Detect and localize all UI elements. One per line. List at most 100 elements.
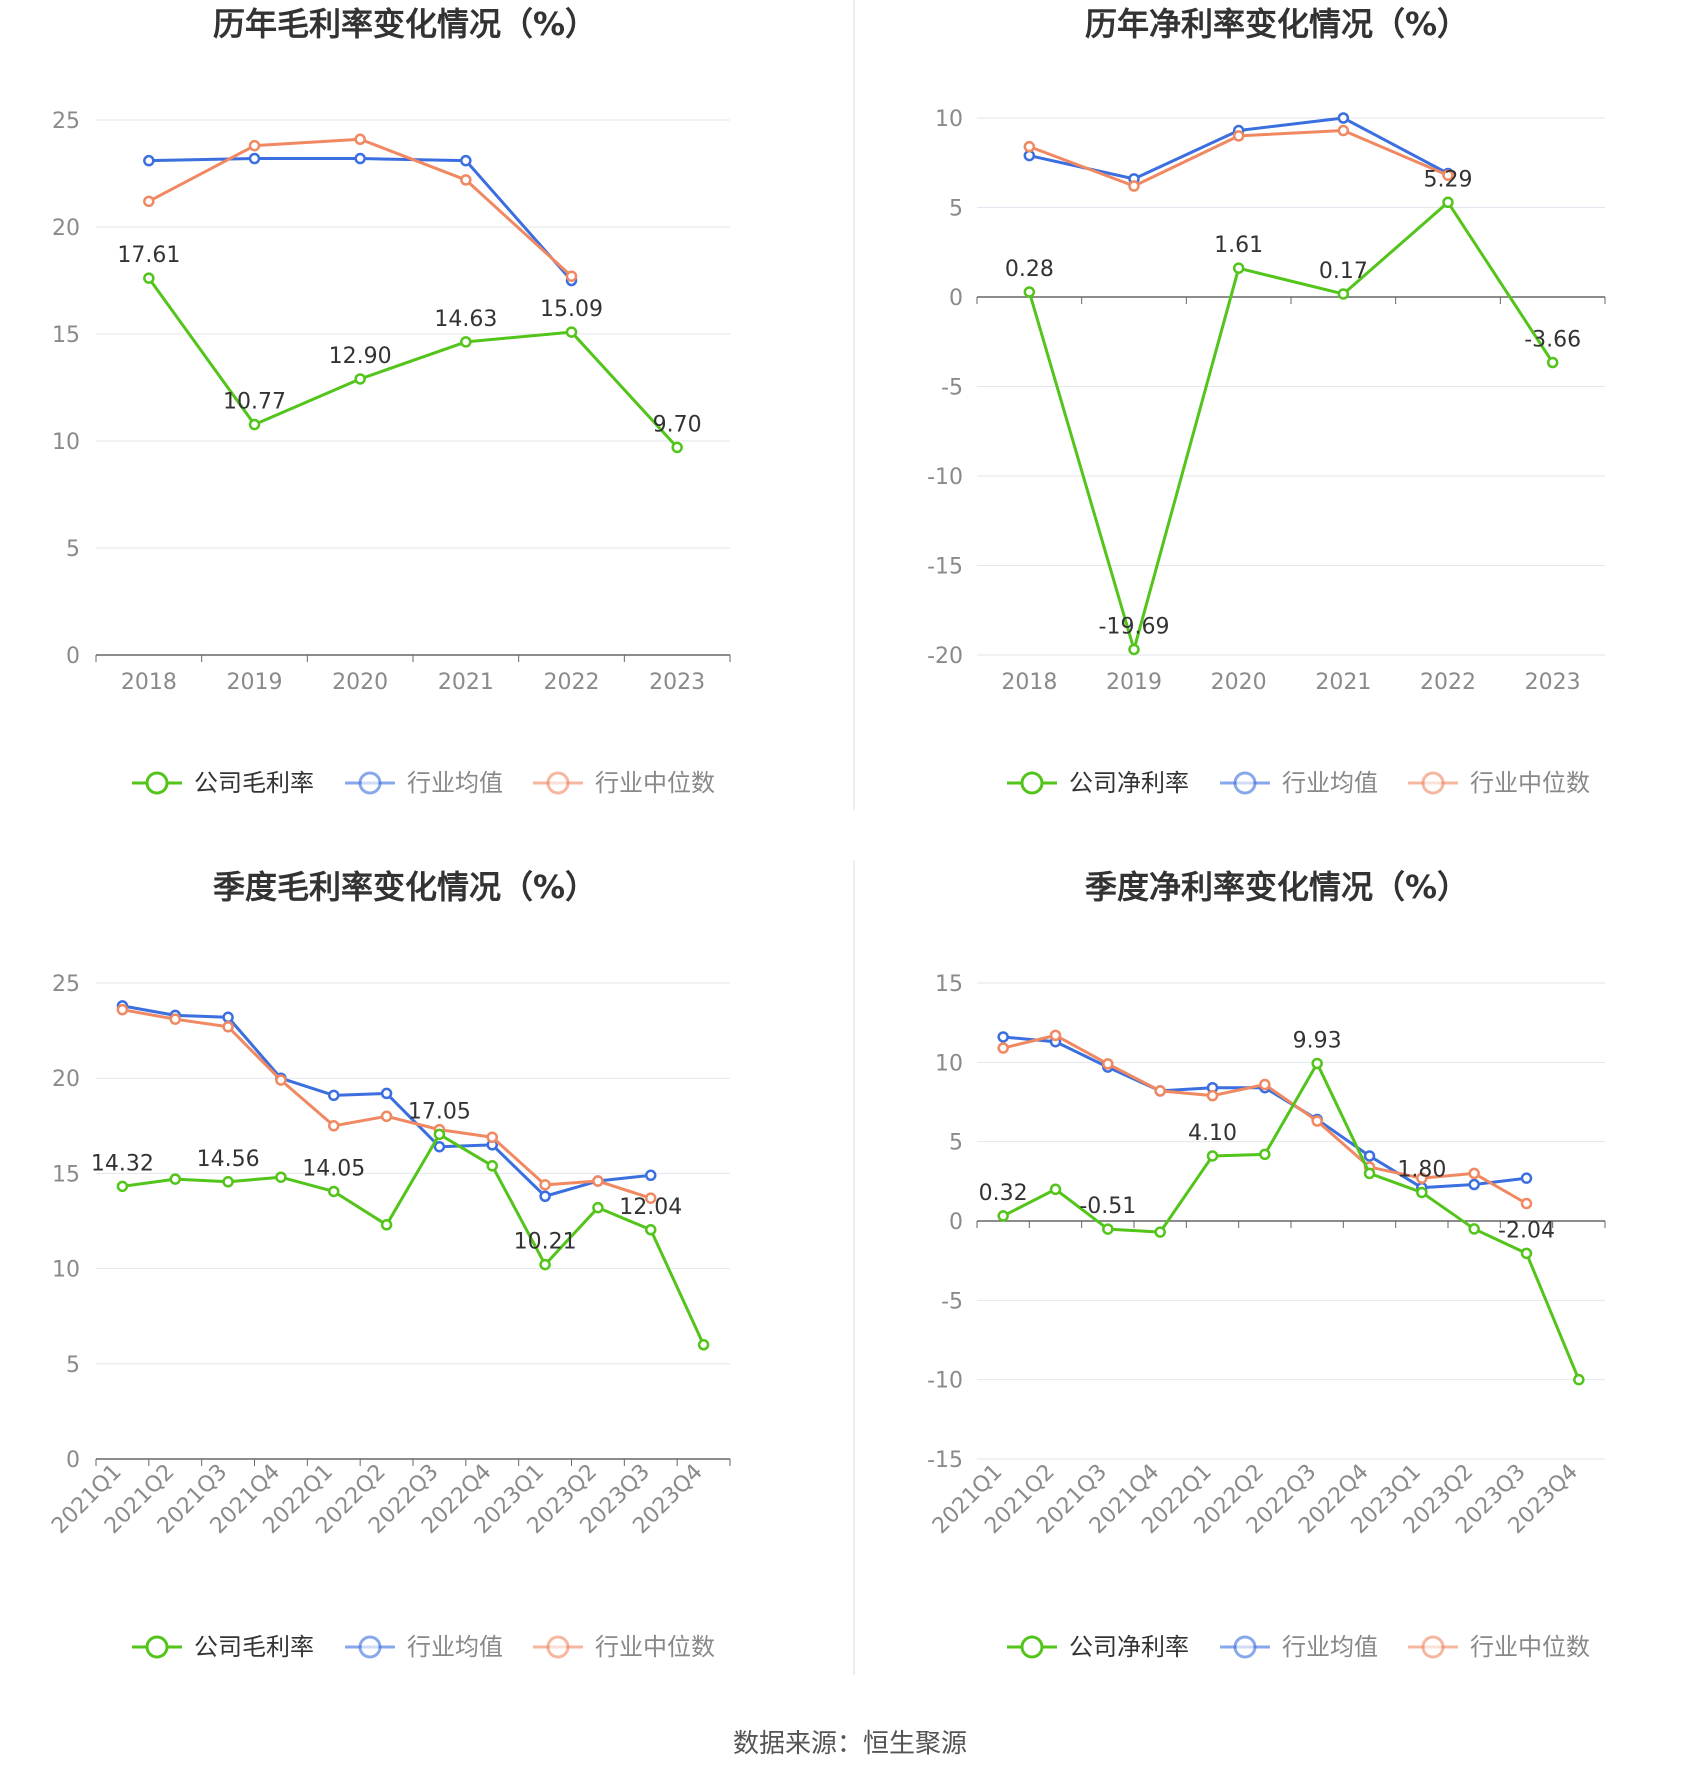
data-label: 9.93: [1293, 1028, 1342, 1053]
data-point: [328, 1120, 340, 1132]
legend-item-1: 公司净利率: [1007, 769, 1189, 797]
legend-item-1: 公司毛利率: [132, 1633, 314, 1661]
legend-label: 行业均值: [1282, 769, 1378, 797]
legend-label: 公司毛利率: [194, 769, 314, 797]
data-label: 14.56: [197, 1147, 260, 1172]
x-tick-label: 2021: [1315, 670, 1371, 695]
data-point: [380, 1087, 393, 1100]
data-point: [275, 1171, 287, 1183]
data-point: [116, 1180, 129, 1193]
legend-marker: [546, 771, 570, 795]
data-point: [1023, 149, 1036, 162]
y-tick-label: 15: [935, 972, 963, 997]
data-point: [248, 418, 261, 431]
data-point: [169, 1013, 181, 1025]
data-source: 数据来源：恒生聚源: [733, 1729, 967, 1759]
y-tick-label: -5: [941, 376, 963, 401]
legend-marker: [358, 771, 382, 795]
legend-item-2: 行业均值: [345, 769, 503, 797]
x-tick-label: 2022: [1420, 670, 1476, 695]
data-point: [1468, 1167, 1480, 1180]
x-tick-label: 2018: [121, 670, 177, 695]
data-label: 1.61: [1214, 233, 1263, 258]
data-point: [1232, 130, 1245, 142]
data-point: [1023, 286, 1036, 298]
data-point: [486, 1160, 498, 1172]
data-point: [354, 152, 366, 165]
data-point: [460, 336, 472, 348]
data-point: [997, 1210, 1009, 1222]
data-point: [565, 326, 578, 338]
y-tick-label: -10: [927, 465, 963, 490]
data-point: [1520, 1247, 1533, 1260]
data-label: 10.21: [514, 1230, 577, 1255]
data-point: [1102, 1223, 1114, 1235]
legend-label: 行业中位数: [595, 769, 715, 797]
data-point: [1337, 288, 1350, 300]
legend-label: 行业中位数: [1470, 1633, 1590, 1661]
data-label: 12.04: [619, 1195, 682, 1220]
series-line-1: [1002, 1061, 1581, 1381]
data-label: -0.51: [1079, 1194, 1136, 1219]
data-label: 17.61: [117, 243, 180, 268]
legend-label: 公司净利率: [1069, 769, 1189, 797]
chart-title: 历年毛利率变化情况（%）: [213, 5, 597, 43]
data-point: [460, 154, 472, 167]
y-tick-label: 5: [949, 197, 963, 222]
legend-marker: [1233, 1635, 1257, 1659]
data-label: 14.63: [434, 307, 497, 332]
data-point: [1442, 169, 1454, 182]
y-tick-label: 10: [52, 430, 80, 455]
data-point: [433, 1140, 446, 1153]
data-point: [997, 1031, 1009, 1043]
data-point: [1363, 1167, 1376, 1180]
x-tick-label: 2023: [649, 670, 705, 695]
data-label: 0.28: [1005, 257, 1054, 282]
chart-title: 季度毛利率变化情况（%）: [213, 868, 597, 906]
data-point: [354, 133, 366, 146]
data-label: -19.69: [1099, 614, 1170, 639]
legend-item-3: 行业中位数: [1408, 1633, 1590, 1661]
data-label: 0.32: [979, 1181, 1028, 1206]
y-tick-label: -15: [927, 555, 963, 580]
series-line-1: [1027, 200, 1554, 651]
x-tick-label: 2020: [1211, 670, 1267, 695]
data-point: [1311, 1057, 1323, 1070]
data-point: [1259, 1148, 1271, 1161]
legend-marker: [145, 771, 169, 795]
data-point: [275, 1074, 287, 1086]
chart-panel-4: 季度净利率变化情况（%）-15-10-50510152021Q12021Q220…: [927, 868, 1606, 1661]
data-point: [997, 1042, 1009, 1054]
data-point: [354, 373, 366, 385]
legend-marker: [1421, 1635, 1445, 1659]
chart-panel-2: 历年净利率变化情况（%） -20 -15 -10 -5 0 5 10 2018 2019 2020 2…: [927, 5, 1606, 797]
data-label: 4.10: [1188, 1121, 1237, 1146]
data-point: [380, 1219, 393, 1231]
y-tick-label: 5: [66, 1353, 80, 1378]
y-tick-label: 0: [949, 1210, 963, 1235]
data-point: [143, 154, 155, 167]
data-point: [222, 1021, 234, 1033]
data-point: [1049, 1183, 1062, 1196]
data-label: 14.32: [91, 1151, 154, 1176]
series-line-1: [147, 277, 679, 449]
data-label: 10.77: [223, 390, 286, 415]
data-label: 15.09: [540, 297, 603, 322]
legend-marker: [1421, 771, 1445, 795]
legend-label: 行业均值: [1282, 1633, 1378, 1661]
legend-marker: [1020, 771, 1044, 795]
legend-label: 行业中位数: [595, 1633, 715, 1661]
x-tick-label: 2018: [1001, 670, 1057, 695]
data-label: 14.05: [302, 1156, 365, 1181]
legend-marker: [358, 1635, 382, 1659]
data-label: 9.70: [653, 412, 702, 437]
data-point: [1154, 1085, 1166, 1097]
y-tick-label: 5: [66, 537, 80, 562]
data-point: [1416, 1172, 1428, 1184]
y-tick-label: 0: [66, 1448, 80, 1473]
legend-label: 公司毛利率: [194, 1633, 314, 1661]
data-point: [1259, 1078, 1271, 1091]
y-tick-label: -10: [927, 1369, 963, 1394]
data-point: [697, 1339, 710, 1351]
